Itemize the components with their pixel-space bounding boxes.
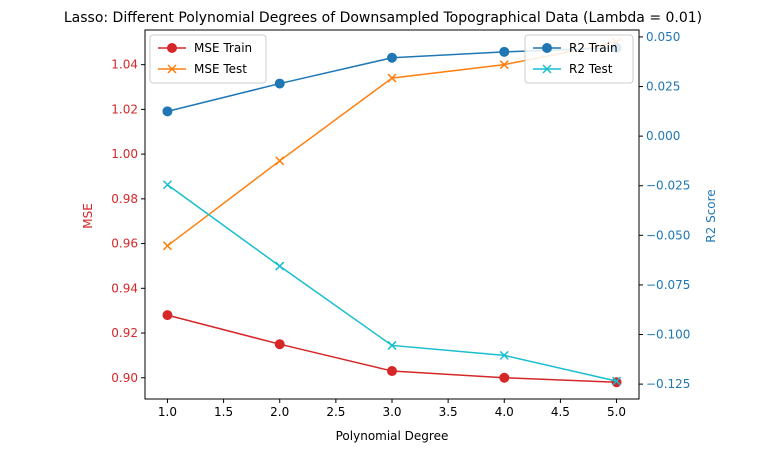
chart-title: Lasso: Different Polynomial Degrees of D… <box>64 10 702 26</box>
y-left-tick-label: 0.98 <box>111 192 138 206</box>
x-tick-label: 2.5 <box>326 405 345 419</box>
y-right-tick-label: −0.100 <box>646 328 690 342</box>
plot-frame <box>144 29 640 400</box>
y-right-tick-label: −0.125 <box>646 377 690 391</box>
data-point-r2-test <box>499 350 509 360</box>
data-point-mse-test <box>162 241 172 251</box>
y-axis-right: −0.125 −0.100 −0.075 −0.050 −0.025 0.000 0.025… <box>639 30 690 391</box>
y-left-tick-label: 1.04 <box>111 58 138 72</box>
data-point-r2-train <box>274 78 285 89</box>
legend-mse: MSE Train MSE Test <box>149 34 267 84</box>
legend-marker <box>542 43 552 53</box>
x-axis-label: Polynomial Degree <box>336 429 449 443</box>
data-point-r2-train <box>499 46 510 57</box>
x-tick-label: 3.5 <box>439 405 458 419</box>
data-point-mse-train <box>162 310 173 321</box>
legend-label: MSE Test <box>194 62 247 76</box>
y-right-tick-label: −0.075 <box>646 278 690 292</box>
legend-r2: R2 Train R2 Test <box>524 34 634 84</box>
y-left-tick-label: 0.94 <box>111 281 138 295</box>
data-point-mse-train <box>611 377 622 388</box>
data-point-mse-train <box>499 372 510 383</box>
data-point-r2-test <box>387 340 397 350</box>
legend-box <box>524 34 634 84</box>
x-axis: 1.0 1.5 2.0 2.5 3.0 3.5 4.0 4.5 5.0 <box>158 399 626 419</box>
legend-marker <box>542 64 552 74</box>
y-left-tick-label: 1.00 <box>111 147 138 161</box>
legend-box <box>149 34 267 84</box>
series-line-r2-test <box>167 184 617 382</box>
series-r2-test <box>162 180 622 386</box>
x-tick-label: 5.0 <box>607 405 626 419</box>
y-right-tick-label: 0.025 <box>646 80 680 94</box>
x-tick-label: 4.5 <box>551 405 570 419</box>
y-right-tick-label: 0.000 <box>646 129 680 143</box>
y-left-tick-label: 0.92 <box>111 326 138 340</box>
series-layer <box>162 37 622 388</box>
y-axis-right-label: R2 Score <box>704 189 718 242</box>
data-point-mse-train <box>274 339 285 350</box>
y-right-tick-label: 0.050 <box>646 30 680 44</box>
legend-marker <box>167 64 177 74</box>
legend-label: R2 Train <box>569 41 618 55</box>
y-left-tick-label: 0.90 <box>111 371 138 385</box>
legend-label: MSE Train <box>194 41 252 55</box>
y-left-tick-label: 1.02 <box>111 102 138 116</box>
data-point-r2-train <box>387 52 397 63</box>
x-tick-label: 3.0 <box>382 405 401 419</box>
data-point-r2-test <box>275 261 285 271</box>
y-right-tick-label: −0.050 <box>646 228 690 242</box>
data-point-mse-train <box>387 366 397 377</box>
x-tick-label: 2.0 <box>270 405 289 419</box>
data-point-mse-test <box>275 156 285 166</box>
x-tick-label: 4.0 <box>495 405 514 419</box>
x-tick-label: 1.5 <box>214 405 233 419</box>
y-axis-left: 0.90 0.92 0.94 0.96 0.98 1.00 1.02 1.04 <box>111 58 145 385</box>
data-point-mse-test <box>499 60 509 70</box>
data-point-r2-test <box>612 376 622 386</box>
legend-label: R2 Test <box>569 62 613 76</box>
series-mse-train <box>162 310 622 388</box>
data-point-r2-train <box>162 106 173 117</box>
data-point-mse-test <box>387 73 397 83</box>
legend-marker <box>167 43 177 53</box>
y-right-tick-label: −0.025 <box>646 179 690 193</box>
x-tick-label: 1.0 <box>158 405 177 419</box>
y-left-tick-label: 0.96 <box>111 237 138 251</box>
data-point-r2-test <box>162 180 172 190</box>
y-axis-left-label: MSE <box>81 203 95 229</box>
